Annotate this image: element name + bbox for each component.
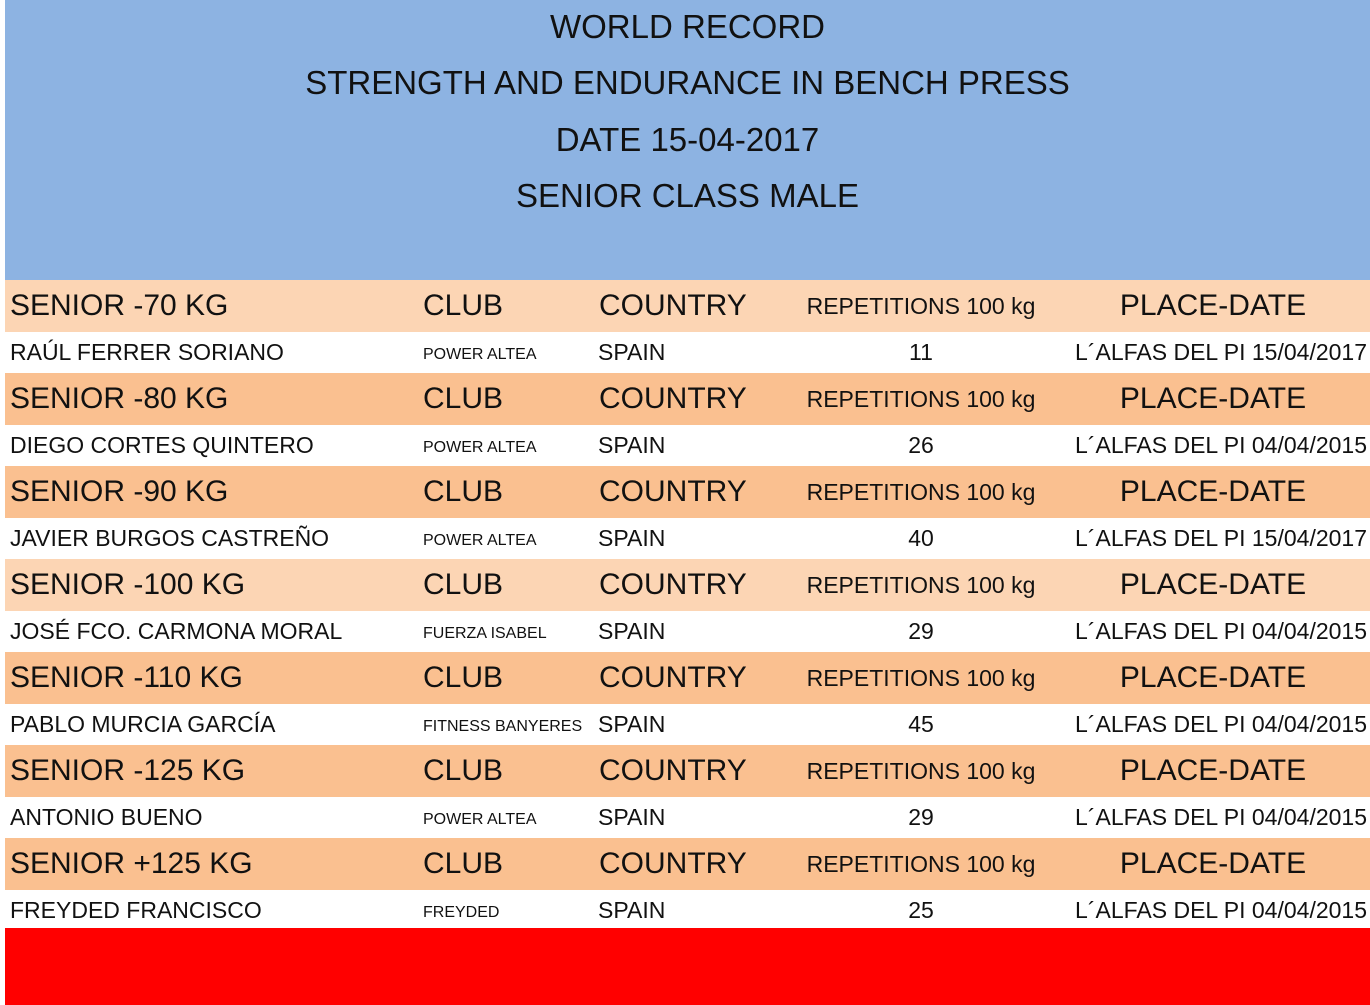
athlete-repetitions: 45 <box>908 710 934 737</box>
athlete-country: SPAIN <box>598 338 666 365</box>
country-header: COUNTRY <box>599 289 747 322</box>
athlete-club: FITNESS BANYERES <box>423 718 583 735</box>
country-header: COUNTRY <box>599 661 747 694</box>
country-header: COUNTRY <box>599 382 747 415</box>
athlete-row: JAVIER BURGOS CASTREÑO POWER ALTEA SPAIN 40… <box>5 518 1370 558</box>
athlete-repetitions: 26 <box>908 431 934 458</box>
athlete-country: SPAIN <box>598 710 666 737</box>
place-date-header: PLACE-DATE <box>1119 475 1307 508</box>
athlete-place-date: L´ALFAS DEL PI 04/04/2015 <box>1075 617 1367 644</box>
athlete-place-date: L´ALFAS DEL PI 04/04/2015 <box>1075 710 1367 737</box>
title-line: SENIOR CLASS MALE <box>516 177 859 214</box>
country-header: COUNTRY <box>599 568 747 601</box>
place-date-header: PLACE-DATE <box>1119 847 1307 880</box>
athlete-country: SPAIN <box>598 431 666 458</box>
weight-class: SENIOR -110 KG <box>10 661 243 694</box>
athlete-repetitions: 29 <box>908 803 934 830</box>
weight-class: SENIOR -70 KG <box>10 289 229 322</box>
athlete-repetitions: 11 <box>909 338 933 365</box>
country-header: COUNTRY <box>599 847 747 880</box>
repetitions-header: REPETITIONS 100 kg <box>806 664 1036 691</box>
repetitions-header: REPETITIONS 100 kg <box>806 385 1036 412</box>
repetitions-header: REPETITIONS 100 kg <box>806 757 1036 784</box>
athlete-club: POWER ALTEA <box>423 346 537 363</box>
title-line: STRENGTH AND ENDURANCE IN BENCH PRESS <box>305 64 1070 101</box>
athlete-name: ANTONIO BUENO <box>10 803 203 830</box>
athlete-row: DIEGO CORTES QUINTERO POWER ALTEA SPAIN 26 L… <box>5 425 1370 465</box>
club-header: CLUB <box>423 568 504 601</box>
athlete-place-date: L´ALFAS DEL PI 04/04/2015 <box>1075 896 1367 923</box>
place-date-header: PLACE-DATE <box>1119 661 1307 694</box>
club-header: CLUB <box>423 754 504 787</box>
place-date-header: PLACE-DATE <box>1119 754 1307 787</box>
athlete-repetitions: 40 <box>908 524 934 551</box>
weight-class: SENIOR -100 KG <box>10 568 246 601</box>
athlete-country: SPAIN <box>598 896 666 923</box>
club-header: CLUB <box>423 289 504 322</box>
section-header: SENIOR +125 KG CLUB COUNTRY REPETITIONS 100… <box>5 838 1370 890</box>
athlete-club: FREYDED <box>423 904 500 921</box>
athlete-repetitions: 25 <box>908 896 934 923</box>
section-header: SENIOR -100 KG CLUB COUNTRY REPETITIONS 100… <box>5 559 1370 611</box>
title-banner: WORLD RECORD STRENGTH AND ENDURANCE IN B… <box>5 0 1370 280</box>
athlete-row: JOSÉ FCO. CARMONA MORAL FUERZA ISABEL SPAI… <box>5 611 1370 651</box>
section-header: SENIOR -80 KG CLUB COUNTRY REPETITIONS 100 … <box>5 373 1370 425</box>
athlete-name: FREYDED FRANCISCO <box>10 896 262 923</box>
place-date-header: PLACE-DATE <box>1119 289 1307 322</box>
athlete-club: POWER ALTEA <box>423 811 537 828</box>
place-date-header: PLACE-DATE <box>1119 568 1307 601</box>
club-header: CLUB <box>423 382 504 415</box>
athlete-name: PABLO MURCIA GARCÍA <box>10 710 276 737</box>
athlete-name: RAÚL FERRER SORIANO <box>10 338 284 365</box>
athlete-club: FUERZA ISABEL <box>423 625 547 642</box>
weight-class: SENIOR -90 KG <box>10 475 229 508</box>
club-header: CLUB <box>423 847 504 880</box>
athlete-repetitions: 29 <box>908 617 934 644</box>
athlete-place-date: L´ALFAS DEL PI 15/04/2017 <box>1075 524 1367 551</box>
weight-class: SENIOR -80 KG <box>10 382 229 415</box>
club-header: CLUB <box>423 475 504 508</box>
place-date-header: PLACE-DATE <box>1119 382 1307 415</box>
section-header: SENIOR -90 KG CLUB COUNTRY REPETITIONS 100 … <box>5 466 1370 518</box>
section-header: SENIOR -110 KG CLUB COUNTRY REPETITIONS 100… <box>5 652 1370 704</box>
athlete-country: SPAIN <box>598 524 666 551</box>
repetitions-header: REPETITIONS 100 kg <box>806 478 1036 505</box>
club-header: CLUB <box>423 661 504 694</box>
athlete-country: SPAIN <box>598 803 666 830</box>
repetitions-header: REPETITIONS 100 kg <box>806 850 1036 877</box>
athlete-name: DIEGO CORTES QUINTERO <box>10 431 314 458</box>
country-header: COUNTRY <box>599 754 747 787</box>
athlete-place-date: L´ALFAS DEL PI 15/04/2017 <box>1075 338 1367 365</box>
athlete-row: FREYDED FRANCISCO FREYDED SPAIN 25 L´ALFAS D… <box>5 890 1370 930</box>
weight-class: SENIOR +125 KG <box>10 847 253 880</box>
athlete-row: ANTONIO BUENO POWER ALTEA SPAIN 29 L´ALFAS D… <box>5 797 1370 837</box>
athlete-club: POWER ALTEA <box>423 532 537 549</box>
athlete-row: PABLO MURCIA GARCÍA FITNESS BANYERES SPAIN… <box>5 704 1370 744</box>
athlete-club: POWER ALTEA <box>423 439 537 456</box>
athlete-name: JAVIER BURGOS CASTREÑO <box>10 524 330 551</box>
athlete-country: SPAIN <box>598 617 666 644</box>
title-line: WORLD RECORD <box>549 8 825 45</box>
title-line: DATE 15-04-2017 <box>555 121 820 158</box>
country-header: COUNTRY <box>599 475 747 508</box>
footer-bar <box>5 928 1370 1005</box>
section-header: SENIOR -125 KG CLUB COUNTRY REPETITIONS 100… <box>5 745 1370 797</box>
athlete-name: JOSÉ FCO. CARMONA MORAL <box>10 617 343 644</box>
athlete-place-date: L´ALFAS DEL PI 04/04/2015 <box>1075 431 1367 458</box>
athlete-row: RAÚL FERRER SORIANO POWER ALTEA SPAIN 11 L´A… <box>5 332 1370 372</box>
section-header: SENIOR -70 KG CLUB COUNTRY REPETITIONS 100 … <box>5 280 1370 332</box>
repetitions-header: REPETITIONS 100 kg <box>806 571 1036 598</box>
athlete-place-date: L´ALFAS DEL PI 04/04/2015 <box>1075 803 1367 830</box>
weight-class: SENIOR -125 KG <box>10 754 246 787</box>
repetitions-header: REPETITIONS 100 kg <box>806 292 1036 319</box>
